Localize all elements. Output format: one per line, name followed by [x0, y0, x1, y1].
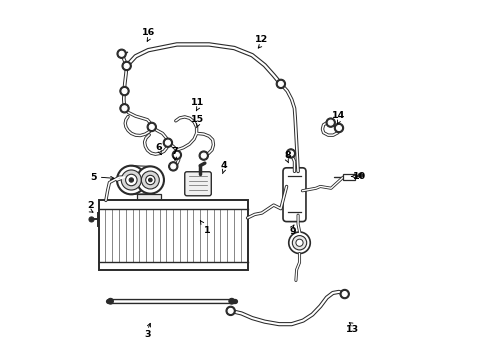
- Circle shape: [228, 309, 233, 314]
- Bar: [343, 174, 355, 180]
- Text: 13: 13: [346, 325, 359, 334]
- Text: 14: 14: [332, 111, 345, 120]
- Bar: [98, 201, 247, 270]
- Circle shape: [169, 162, 178, 171]
- Circle shape: [342, 292, 347, 297]
- Circle shape: [278, 81, 283, 86]
- Circle shape: [337, 126, 342, 131]
- Circle shape: [276, 79, 286, 89]
- Text: 9: 9: [289, 228, 295, 237]
- Circle shape: [146, 175, 155, 185]
- Circle shape: [122, 61, 131, 71]
- Circle shape: [358, 173, 363, 177]
- Circle shape: [174, 152, 179, 157]
- Circle shape: [122, 89, 127, 94]
- Circle shape: [171, 164, 176, 169]
- Circle shape: [199, 151, 208, 160]
- Circle shape: [147, 122, 156, 132]
- FancyBboxPatch shape: [283, 168, 306, 222]
- Circle shape: [120, 86, 129, 96]
- Text: 2: 2: [87, 201, 94, 210]
- Text: 3: 3: [144, 330, 151, 339]
- Circle shape: [226, 306, 235, 316]
- Circle shape: [340, 289, 349, 299]
- Text: 8: 8: [284, 151, 291, 160]
- Circle shape: [108, 298, 113, 304]
- Circle shape: [328, 120, 333, 125]
- Circle shape: [120, 104, 129, 113]
- Circle shape: [125, 174, 137, 186]
- Circle shape: [289, 232, 310, 253]
- Circle shape: [229, 298, 235, 304]
- Text: 1: 1: [204, 226, 211, 235]
- Circle shape: [122, 170, 141, 190]
- Circle shape: [201, 153, 206, 158]
- Text: 4: 4: [220, 161, 227, 170]
- Text: 11: 11: [191, 98, 204, 107]
- Circle shape: [117, 49, 126, 58]
- Circle shape: [149, 125, 154, 130]
- Text: 6: 6: [155, 143, 162, 152]
- Circle shape: [163, 138, 172, 147]
- Circle shape: [326, 118, 335, 127]
- Circle shape: [117, 166, 146, 194]
- Circle shape: [172, 150, 181, 159]
- Text: 12: 12: [254, 35, 268, 44]
- Circle shape: [293, 235, 307, 250]
- Text: 7: 7: [172, 147, 178, 156]
- Text: 15: 15: [191, 115, 204, 124]
- Circle shape: [129, 178, 133, 182]
- Bar: [137, 194, 161, 202]
- Circle shape: [166, 140, 171, 145]
- Circle shape: [141, 171, 159, 189]
- Circle shape: [137, 166, 164, 194]
- Text: 16: 16: [142, 28, 155, 37]
- Circle shape: [289, 151, 294, 156]
- Circle shape: [124, 63, 129, 68]
- Text: 10: 10: [353, 172, 367, 181]
- FancyBboxPatch shape: [185, 172, 211, 196]
- Circle shape: [122, 106, 127, 111]
- Circle shape: [148, 178, 152, 182]
- Circle shape: [89, 217, 94, 222]
- Circle shape: [296, 239, 303, 246]
- Text: 5: 5: [91, 173, 97, 182]
- Circle shape: [334, 123, 343, 133]
- Circle shape: [286, 149, 295, 158]
- Circle shape: [119, 51, 124, 56]
